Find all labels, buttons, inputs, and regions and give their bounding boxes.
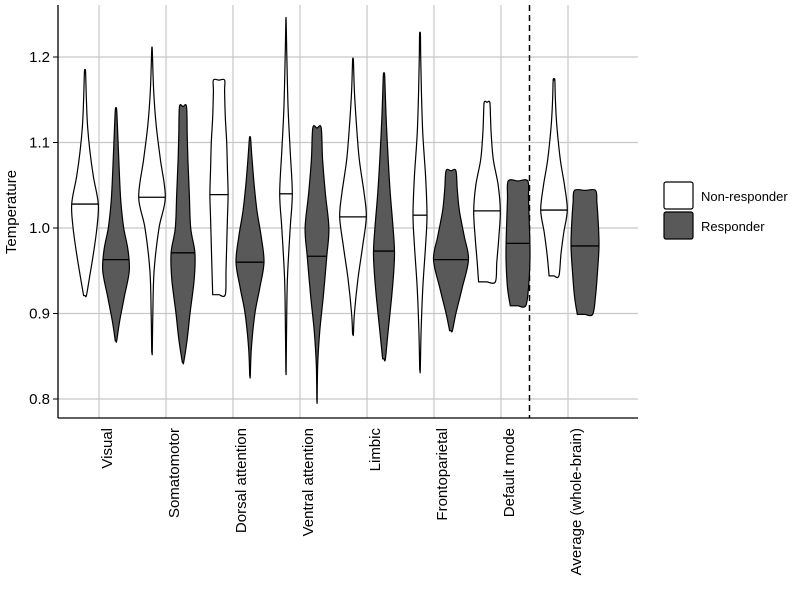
x-tick-labels: Visual Somatomotor Dorsal attention Ventral… — [99, 428, 585, 576]
non-responder-violin — [70, 68, 100, 298]
legend-swatch — [663, 211, 694, 240]
x-tick-label: Limbic — [367, 428, 384, 472]
y-tick-label: 0.8 — [29, 391, 50, 408]
responder-violin — [101, 107, 131, 343]
x-tick-label: Ventral attention — [300, 428, 317, 536]
responder-violin — [570, 188, 600, 317]
non-responder-violin — [412, 31, 428, 374]
responder-violin — [235, 136, 265, 379]
axes: 0.8 0.9 1.0 1.1 1.2 — [29, 5, 638, 419]
x-tick-label: Default mode — [501, 428, 518, 517]
legend-swatch — [663, 181, 694, 210]
x-tick-label: Somatomotor — [166, 428, 183, 518]
x-tick-label: Visual — [99, 428, 116, 469]
legend: Non-responder Responder — [663, 181, 788, 240]
y-tick-label: 0.9 — [29, 306, 50, 323]
x-tick-label: Dorsal attention — [233, 428, 250, 533]
y-tick-label: 1.2 — [29, 49, 50, 66]
responder-violin — [170, 103, 196, 365]
y-axis-title: Temperature — [3, 170, 20, 254]
legend-label: Non-responder — [701, 189, 788, 204]
responder-violin — [304, 125, 330, 404]
non-responder-violin — [279, 16, 293, 376]
legend-label: Responder — [701, 219, 765, 234]
non-responder-violin — [540, 78, 568, 279]
non-responder-violin — [339, 57, 367, 337]
non-responder-violin — [473, 100, 501, 284]
y-tick-label: 1.1 — [29, 135, 50, 152]
non-responder-violin — [209, 78, 229, 298]
non-responder-violin — [138, 46, 166, 356]
responder-violin — [372, 72, 396, 362]
y-tick-label: 1.0 — [29, 220, 50, 237]
violins — [70, 16, 600, 404]
responder-violin — [432, 168, 470, 333]
x-tick-label: Average (whole-brain) — [568, 428, 585, 575]
x-tick-label: Frontoparietal — [434, 428, 451, 521]
